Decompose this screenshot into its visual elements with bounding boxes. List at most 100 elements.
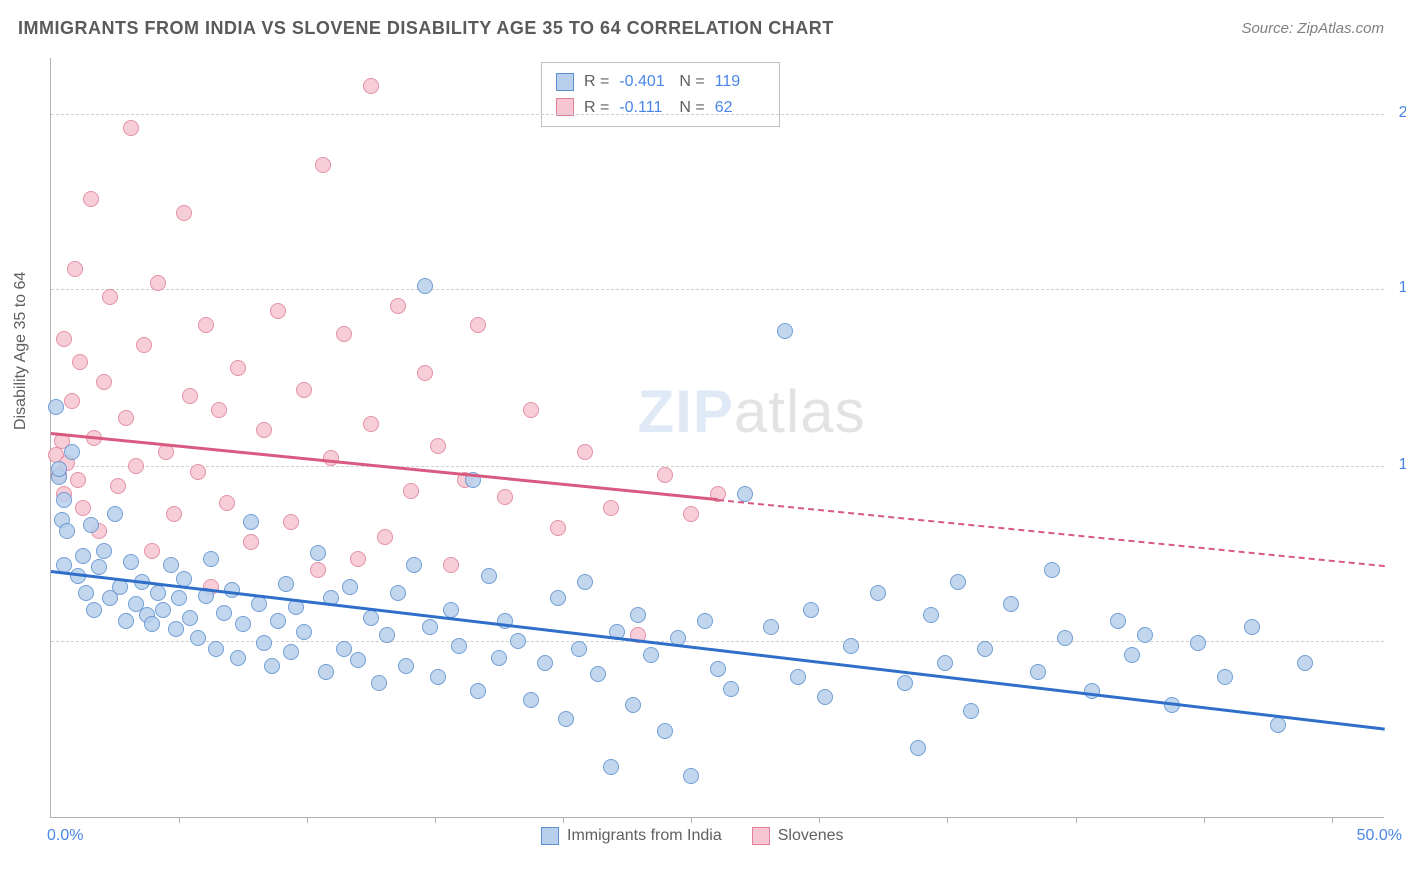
- x-tick-mark: [947, 817, 948, 823]
- data-point: [296, 624, 312, 640]
- legend-item-2: Slovenes: [752, 827, 844, 845]
- data-point: [371, 675, 387, 691]
- data-point: [1244, 619, 1260, 635]
- x-tick-mark: [1204, 817, 1205, 823]
- data-point: [590, 666, 606, 682]
- x-tick-mark: [819, 817, 820, 823]
- data-point: [110, 478, 126, 494]
- data-point: [150, 275, 166, 291]
- plot-area: ZIPatlas R = -0.401 N = 119 R = -0.111 N…: [50, 58, 1384, 818]
- data-point: [208, 641, 224, 657]
- data-point: [571, 641, 587, 657]
- data-point: [1137, 627, 1153, 643]
- r-label-2: R =: [584, 95, 609, 121]
- swatch-series-1: [556, 73, 574, 91]
- data-point: [342, 579, 358, 595]
- data-point: [230, 360, 246, 376]
- data-point: [235, 616, 251, 632]
- data-point: [630, 607, 646, 623]
- r-value-2: -0.111: [619, 95, 669, 121]
- swatch-bottom-2: [752, 827, 770, 845]
- data-point: [56, 331, 72, 347]
- data-point: [603, 759, 619, 775]
- trend-line: [51, 570, 1385, 730]
- data-point: [78, 585, 94, 601]
- x-tick-mark: [563, 817, 564, 823]
- data-point: [243, 514, 259, 530]
- data-point: [937, 655, 953, 671]
- data-point: [75, 548, 91, 564]
- data-point: [283, 644, 299, 660]
- data-point: [657, 467, 673, 483]
- data-point: [625, 697, 641, 713]
- data-point: [251, 596, 267, 612]
- swatch-bottom-1: [541, 827, 559, 845]
- data-point: [168, 621, 184, 637]
- x-tick-max: 50.0%: [1357, 827, 1402, 845]
- data-point: [481, 568, 497, 584]
- data-point: [256, 422, 272, 438]
- data-point: [128, 458, 144, 474]
- data-point: [166, 506, 182, 522]
- data-point: [283, 514, 299, 530]
- data-point: [950, 574, 966, 590]
- data-point: [470, 317, 486, 333]
- data-point: [897, 675, 913, 691]
- data-point: [398, 658, 414, 674]
- data-point: [363, 78, 379, 94]
- data-point: [403, 483, 419, 499]
- y-tick-label: 25.0%: [1399, 104, 1406, 122]
- data-point: [243, 534, 259, 550]
- data-point: [123, 554, 139, 570]
- data-point: [350, 551, 366, 567]
- data-point: [683, 506, 699, 522]
- n-label-2: N =: [679, 95, 704, 121]
- stats-row-series-1: R = -0.401 N = 119: [556, 69, 765, 95]
- data-point: [336, 326, 352, 342]
- n-value-1: 119: [715, 69, 765, 95]
- data-point: [118, 410, 134, 426]
- trend-line: [718, 499, 1385, 567]
- data-point: [1044, 562, 1060, 578]
- data-point: [270, 613, 286, 629]
- data-point: [1057, 630, 1073, 646]
- data-point: [72, 354, 88, 370]
- data-point: [171, 590, 187, 606]
- x-tick-mark: [307, 817, 308, 823]
- data-point: [144, 616, 160, 632]
- data-point: [182, 610, 198, 626]
- data-point: [430, 669, 446, 685]
- y-tick-label: 18.8%: [1399, 279, 1406, 297]
- data-point: [315, 157, 331, 173]
- data-point: [550, 590, 566, 606]
- data-point: [417, 278, 433, 294]
- data-point: [75, 500, 91, 516]
- data-point: [657, 723, 673, 739]
- data-point: [56, 492, 72, 508]
- y-axis-label: Disability Age 35 to 64: [12, 272, 30, 430]
- x-tick-min: 0.0%: [47, 827, 83, 845]
- data-point: [182, 388, 198, 404]
- data-point: [70, 472, 86, 488]
- n-value-2: 62: [715, 95, 765, 121]
- r-value-1: -0.401: [619, 69, 669, 95]
- data-point: [163, 557, 179, 573]
- data-point: [430, 438, 446, 454]
- data-point: [278, 576, 294, 592]
- data-point: [443, 602, 459, 618]
- data-point: [190, 464, 206, 480]
- data-point: [83, 191, 99, 207]
- legend-item-1: Immigrants from India: [541, 827, 722, 845]
- data-point: [363, 610, 379, 626]
- n-label: N =: [679, 69, 704, 95]
- x-tick-mark: [435, 817, 436, 823]
- legend-label-2: Slovenes: [778, 827, 844, 845]
- data-point: [1190, 635, 1206, 651]
- data-point: [96, 374, 112, 390]
- data-point: [710, 661, 726, 677]
- data-point: [59, 523, 75, 539]
- source-attribution: Source: ZipAtlas.com: [1241, 20, 1384, 37]
- data-point: [523, 402, 539, 418]
- data-point: [491, 650, 507, 666]
- data-point: [256, 635, 272, 651]
